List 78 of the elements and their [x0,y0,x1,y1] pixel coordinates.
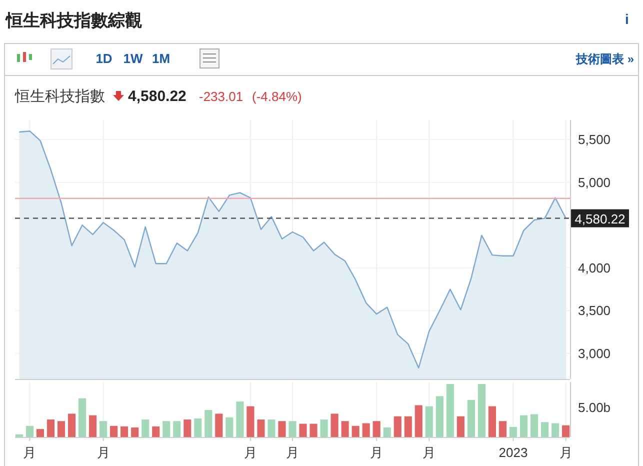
bar [46,420,55,437]
text: 5.00b [578,400,611,415]
bar [246,406,254,437]
bar [362,423,370,437]
bar [498,421,507,437]
text: 1D [96,51,112,66]
bar [540,422,549,437]
x-tick-label: 2023 [498,445,528,460]
bar [288,421,296,437]
bar [142,420,150,437]
bar [15,434,23,437]
bar [310,424,318,437]
x-tick-label: 月 [286,445,299,460]
bar [100,421,108,437]
x-tick-label: 月 [96,445,110,460]
bar [352,426,360,437]
bar [226,417,234,437]
text: 1M [152,51,170,66]
y-tick-label: 5,000 [578,174,611,190]
ref-line-label: 4,580.22 [574,211,626,226]
bar [257,420,265,437]
bar [57,421,66,437]
x-tick-label: 月 [370,445,384,460]
text: 4,580.22 [128,88,186,105]
chart-subtitle: 恒生科技指數 [14,88,105,105]
bar [268,420,276,437]
bar [404,416,412,437]
bar [520,415,528,437]
bar [278,421,286,437]
text: i [625,11,629,27]
bar [562,425,570,437]
bar [184,420,192,437]
bar [131,427,139,437]
bar [89,415,97,437]
bar [509,426,518,437]
x-tick-label: 月 [559,445,572,460]
bar [120,426,128,437]
text: (-4.84%) [252,89,302,104]
bar [194,418,202,437]
y-tick-label: 3,000 [578,346,611,361]
bar [436,396,444,437]
bar [446,384,454,437]
bar [173,421,181,437]
bar [383,427,391,437]
y-tick-label: 5,500 [578,132,611,148]
bar [341,421,349,437]
bar [236,401,244,437]
chart-title: 恒生科技指數綜觀 [5,11,142,30]
bar [414,405,422,437]
bar [552,423,560,437]
bar [215,414,223,437]
bar [68,414,76,437]
bar [394,416,402,437]
bar [204,410,212,437]
text: -233.01 [199,89,244,104]
text: 1W [123,51,144,66]
bar [467,400,475,437]
bar [478,384,486,437]
bar [425,406,433,437]
bar [320,420,328,437]
bar [162,421,170,437]
x-tick-label: 月 [244,445,257,460]
bar [152,426,160,437]
bar [110,426,118,437]
x-tick-label: 月 [23,445,36,460]
bar [456,416,464,437]
bar [299,424,307,437]
text: 技術圖表 » [574,52,634,66]
y-tick-label: 3,500 [578,303,611,318]
bar [330,414,338,437]
bar [36,429,44,437]
bar [530,414,538,437]
x-tick-label: 月 [422,445,436,460]
y-tick-label: 4,000 [578,260,611,276]
bar [26,426,34,437]
bar [488,406,496,437]
bar [372,421,380,437]
bar [78,398,86,437]
